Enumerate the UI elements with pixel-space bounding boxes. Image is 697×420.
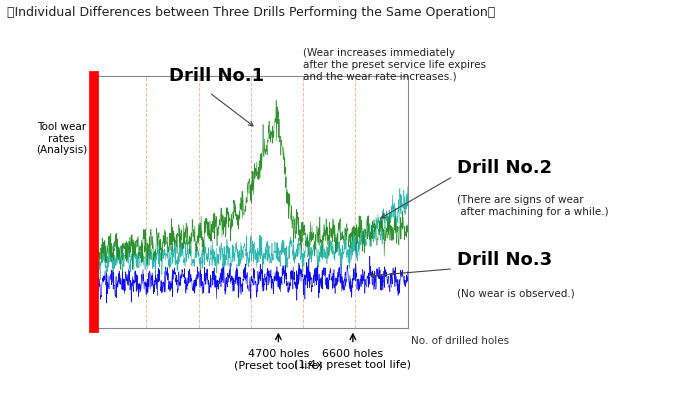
Text: Drill No.3: Drill No.3 [457, 252, 551, 269]
Text: 【Individual Differences between Three Drills Performing the Same Operation】: 【Individual Differences between Three Dr… [7, 6, 496, 19]
Text: 6600 holes
(1.4x preset tool life): 6600 holes (1.4x preset tool life) [294, 349, 411, 370]
Text: (No wear is observed.): (No wear is observed.) [457, 289, 574, 299]
Text: (There are signs of wear
 after machining for a while.): (There are signs of wear after machining… [457, 195, 608, 217]
Text: Tool wear
rates
(Analysis): Tool wear rates (Analysis) [36, 122, 87, 155]
Text: 4700 holes
(Preset tool life): 4700 holes (Preset tool life) [234, 349, 323, 370]
Text: Drill No.2: Drill No.2 [457, 159, 551, 177]
Text: (Wear increases immediately
after the preset service life expires
and the wear r: (Wear increases immediately after the pr… [303, 48, 487, 82]
Text: No. of drilled holes: No. of drilled holes [411, 336, 510, 346]
Text: Drill No.1: Drill No.1 [169, 67, 263, 84]
